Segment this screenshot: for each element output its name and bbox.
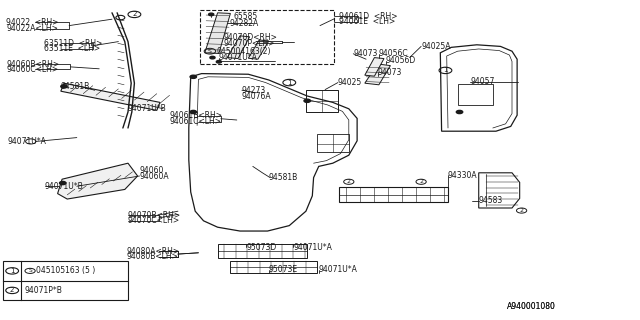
Text: 2: 2 — [520, 208, 524, 213]
Text: 94070B<RH>: 94070B<RH> — [128, 211, 181, 220]
Text: 63511E  <LH>: 63511E <LH> — [44, 44, 100, 53]
Circle shape — [190, 110, 196, 114]
Circle shape — [210, 56, 215, 59]
Text: 94071U*A: 94071U*A — [8, 137, 47, 146]
Text: 2: 2 — [132, 12, 136, 17]
Text: 94056C: 94056C — [379, 49, 408, 58]
Text: 94057: 94057 — [470, 77, 495, 86]
Text: 94061B<RH>: 94061B<RH> — [170, 111, 223, 120]
Text: 94080B<LH>: 94080B<LH> — [127, 252, 179, 261]
Text: 94060B<RH>: 94060B<RH> — [6, 60, 60, 68]
Text: 65585: 65585 — [234, 12, 258, 20]
Text: A940001080: A940001080 — [507, 302, 556, 311]
Text: 94073: 94073 — [353, 49, 378, 58]
Text: 94330A: 94330A — [448, 171, 477, 180]
Text: 94071U*A: 94071U*A — [219, 53, 258, 62]
Text: 045105163 (5 ): 045105163 (5 ) — [36, 266, 96, 276]
Text: 63511D  <RH>: 63511D <RH> — [44, 39, 102, 48]
Circle shape — [216, 60, 221, 63]
Text: 94071U*B: 94071U*B — [128, 104, 167, 113]
Circle shape — [209, 13, 214, 16]
Text: 94070C<LH>: 94070C<LH> — [128, 216, 180, 225]
Text: 95073D: 95073D — [246, 243, 276, 252]
Text: 94071U*B: 94071U*B — [45, 182, 84, 191]
Text: S: S — [28, 268, 32, 273]
Circle shape — [456, 110, 463, 114]
Polygon shape — [205, 13, 230, 53]
Text: 2: 2 — [419, 179, 423, 184]
Text: 94080A<RH>: 94080A<RH> — [127, 247, 180, 256]
Text: 94025A: 94025A — [421, 42, 451, 51]
Text: 94071U*A: 94071U*A — [319, 265, 358, 274]
Text: 94282A: 94282A — [229, 19, 259, 28]
Text: 94583: 94583 — [479, 196, 503, 205]
Text: 94581B: 94581B — [269, 173, 298, 182]
Circle shape — [60, 181, 66, 185]
Text: 94581B: 94581B — [61, 82, 90, 91]
Text: 94070P<LH>: 94070P<LH> — [224, 39, 275, 48]
Polygon shape — [248, 40, 269, 59]
Text: 2: 2 — [347, 179, 351, 184]
Text: 94076A: 94076A — [242, 92, 271, 100]
Text: 94056D: 94056D — [386, 56, 416, 65]
Text: 94025: 94025 — [338, 78, 362, 87]
Circle shape — [61, 85, 67, 88]
Text: A940001080: A940001080 — [507, 302, 556, 311]
Text: 94061C<LH>: 94061C<LH> — [170, 117, 221, 126]
Text: 94070D<RH>: 94070D<RH> — [224, 33, 278, 42]
Text: 94071P*B: 94071P*B — [24, 286, 62, 295]
Text: 94022A<LH>: 94022A<LH> — [6, 24, 58, 33]
Text: 1: 1 — [10, 268, 15, 274]
Text: 1: 1 — [287, 80, 292, 85]
Circle shape — [304, 99, 310, 102]
Text: 94273: 94273 — [242, 86, 266, 95]
Bar — [200, 10, 334, 64]
Polygon shape — [61, 83, 160, 110]
Bar — [3, 261, 128, 300]
Text: 94060C<LH>: 94060C<LH> — [6, 65, 58, 74]
Text: 94022  <RH>: 94022 <RH> — [6, 18, 59, 27]
Text: 94060A: 94060A — [140, 172, 169, 180]
Text: 045004163(2): 045004163(2) — [216, 47, 271, 56]
Polygon shape — [365, 64, 390, 85]
Text: 94061D  <RH>: 94061D <RH> — [339, 12, 397, 20]
Polygon shape — [58, 163, 138, 199]
Text: 94060: 94060 — [140, 166, 164, 175]
Text: 94073: 94073 — [378, 68, 402, 76]
Polygon shape — [365, 58, 384, 76]
Text: S: S — [208, 49, 212, 54]
Circle shape — [190, 75, 196, 78]
Text: 1: 1 — [443, 68, 448, 73]
Text: 94061E  <LH>: 94061E <LH> — [339, 17, 396, 26]
Text: 95073E: 95073E — [269, 265, 298, 274]
Polygon shape — [227, 36, 250, 59]
Text: 2: 2 — [10, 287, 14, 293]
Text: 94071U*A: 94071U*A — [293, 243, 332, 252]
